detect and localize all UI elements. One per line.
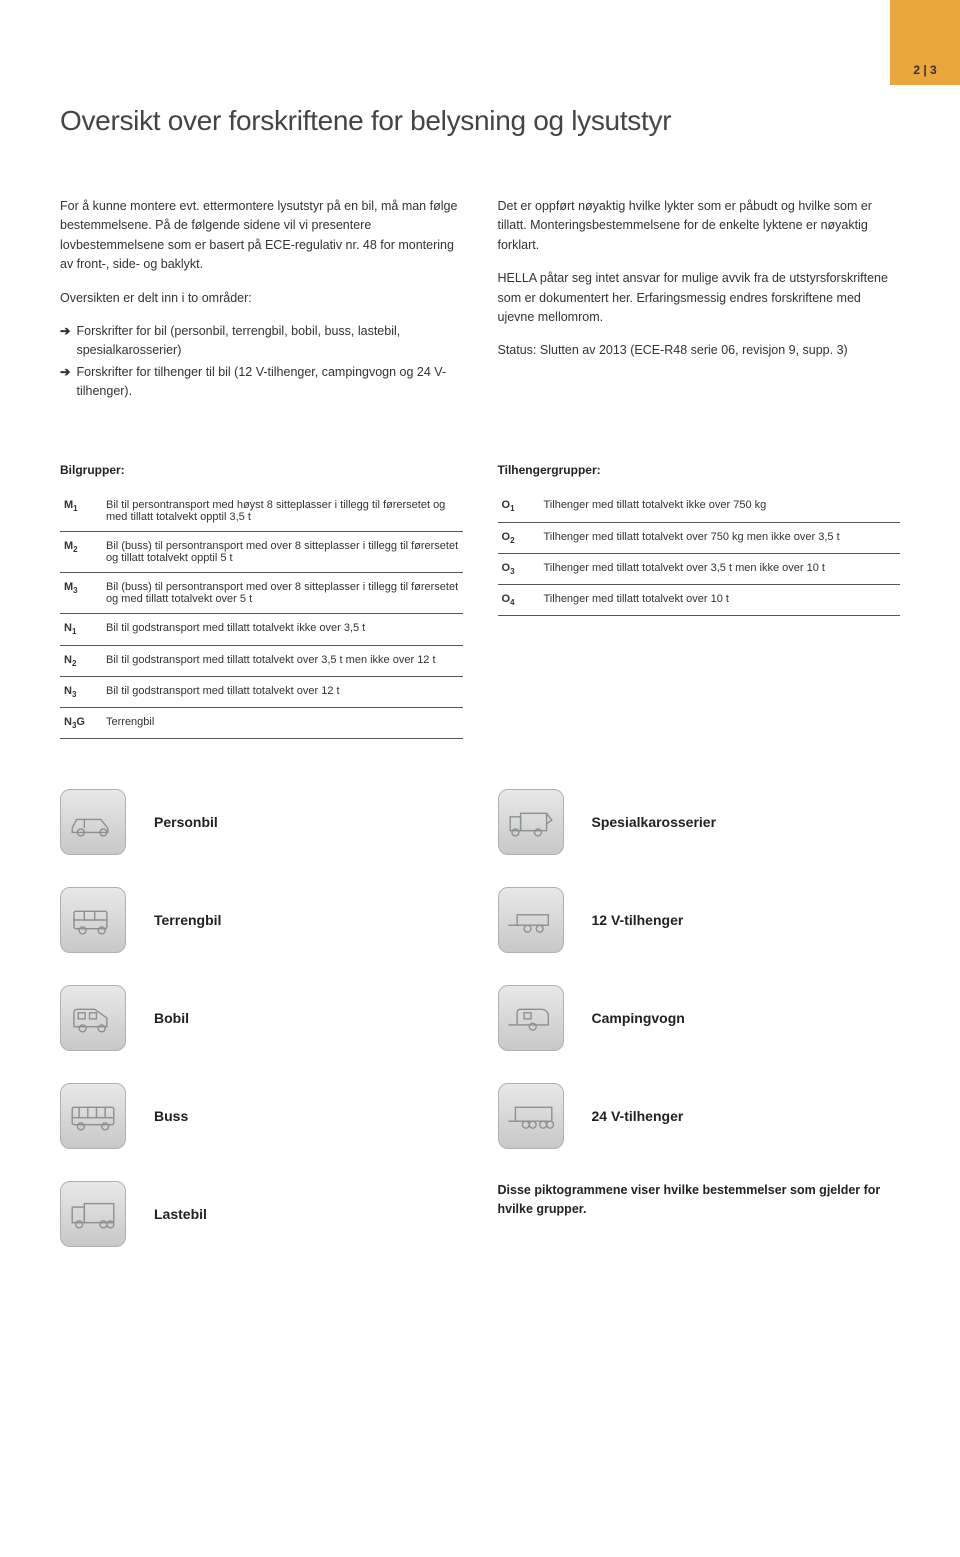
icon-row: 24 V-tilhenger: [498, 1083, 901, 1149]
icon-row: Campingvogn: [498, 985, 901, 1051]
icon-label: 24 V-tilhenger: [592, 1108, 684, 1124]
intro-right: Det er oppført nøyaktig hvilke lykter so…: [498, 197, 901, 403]
code-cell: M3: [60, 573, 102, 614]
camper-icon: [60, 985, 126, 1051]
footnote: Disse piktogrammene viser hvilke bestemm…: [498, 1181, 901, 1219]
icon-label: Spesialkarosserier: [592, 814, 717, 830]
caravan-icon: [498, 985, 564, 1051]
truck-icon: [60, 1181, 126, 1247]
special-icon: [498, 789, 564, 855]
code-cell: N2: [60, 645, 102, 676]
bilgrupper-table: M1Bil til persontransport med høyst 8 si…: [60, 491, 463, 739]
desc-cell: Tilhenger med tillatt totalvekt over 3,5…: [540, 553, 901, 584]
code-cell: M1: [60, 491, 102, 532]
icon-label: Bobil: [154, 1010, 189, 1026]
bullet-item: ➔ Forskrifter for tilhenger til bil (12 …: [60, 363, 463, 402]
icon-label: Terrengbil: [154, 912, 221, 928]
table-row: N2Bil til godstransport med tillatt tota…: [60, 645, 463, 676]
icons-left-col: Personbil Terrengbil Bobil Buss Lastebil: [60, 789, 463, 1279]
desc-cell: Tilhenger med tillatt totalvekt over 10 …: [540, 584, 901, 615]
desc-cell: Bil til godstransport med tillatt totalv…: [102, 614, 463, 645]
suv-icon: [60, 887, 126, 953]
trailer24-icon: [498, 1083, 564, 1149]
intro-left: For å kunne montere evt. ettermontere ly…: [60, 197, 463, 403]
intro-right-p3: Status: Slutten av 2013 (ECE-R48 serie 0…: [498, 341, 901, 360]
table-row: O1Tilhenger med tillatt totalvekt ikke o…: [498, 491, 901, 522]
icon-row: 12 V-tilhenger: [498, 887, 901, 953]
bus-icon: [60, 1083, 126, 1149]
bullet-item: ➔ Forskrifter for bil (personbil, terren…: [60, 322, 463, 361]
tilhengergrupper-table: O1Tilhenger med tillatt totalvekt ikke o…: [498, 491, 901, 616]
icons-section: Personbil Terrengbil Bobil Buss Lastebil Spe…: [60, 789, 900, 1279]
desc-cell: Bil til godstransport med tillatt totalv…: [102, 645, 463, 676]
icon-row: Personbil: [60, 789, 463, 855]
desc-cell: Bil til godstransport med tillatt totalv…: [102, 676, 463, 707]
intro-columns: For å kunne montere evt. ettermontere ly…: [60, 197, 900, 403]
bilgrupper-block: Bilgrupper: M1Bil til persontransport me…: [60, 463, 463, 739]
table-row: M2Bil (buss) til persontransport med ove…: [60, 532, 463, 573]
page-number-tab: 2 | 3: [890, 0, 960, 85]
bullet-list: ➔ Forskrifter for bil (personbil, terren…: [60, 322, 463, 402]
intro-right-p2: HELLA påtar seg intet ansvar for mulige …: [498, 269, 901, 327]
icon-row: Bobil: [60, 985, 463, 1051]
code-cell: N3G: [60, 707, 102, 738]
table-row: M3Bil (buss) til persontransport med ove…: [60, 573, 463, 614]
intro-left-p1: For å kunne montere evt. ettermontere ly…: [60, 197, 463, 275]
code-cell: O3: [498, 553, 540, 584]
icon-label: Personbil: [154, 814, 218, 830]
page-content: Oversikt over forskriftene for belysning…: [0, 0, 960, 1319]
code-cell: O1: [498, 491, 540, 522]
code-cell: N1: [60, 614, 102, 645]
bilgrupper-heading: Bilgrupper:: [60, 463, 463, 477]
code-cell: M2: [60, 532, 102, 573]
table-row: O3Tilhenger med tillatt totalvekt over 3…: [498, 553, 901, 584]
icon-row: Spesialkarosserier: [498, 789, 901, 855]
intro-right-p1: Det er oppført nøyaktig hvilke lykter so…: [498, 197, 901, 255]
icon-label: 12 V-tilhenger: [592, 912, 684, 928]
page-number: 2 | 3: [913, 63, 936, 77]
desc-cell: Terrengbil: [102, 707, 463, 738]
desc-cell: Tilhenger med tillatt totalvekt ikke ove…: [540, 491, 901, 522]
car-icon: [60, 789, 126, 855]
desc-cell: Tilhenger med tillatt totalvekt over 750…: [540, 522, 901, 553]
intro-left-p2: Oversikten er delt inn i to områder:: [60, 289, 463, 308]
desc-cell: Bil (buss) til persontransport med over …: [102, 573, 463, 614]
table-row: M1Bil til persontransport med høyst 8 si…: [60, 491, 463, 532]
icon-label: Lastebil: [154, 1206, 207, 1222]
table-row: O4Tilhenger med tillatt totalvekt over 1…: [498, 584, 901, 615]
tilhengergrupper-heading: Tilhengergrupper:: [498, 463, 901, 477]
bullet-text: Forskrifter for tilhenger til bil (12 V-…: [76, 363, 462, 402]
table-row: N3Bil til godstransport med tillatt tota…: [60, 676, 463, 707]
code-cell: O2: [498, 522, 540, 553]
table-row: O2Tilhenger med tillatt totalvekt over 7…: [498, 522, 901, 553]
arrow-icon: ➔: [60, 322, 70, 341]
arrow-icon: ➔: [60, 363, 70, 382]
icon-label: Campingvogn: [592, 1010, 685, 1026]
tables-row: Bilgrupper: M1Bil til persontransport me…: [60, 463, 900, 739]
desc-cell: Bil (buss) til persontransport med over …: [102, 532, 463, 573]
code-cell: N3: [60, 676, 102, 707]
table-row: N1Bil til godstransport med tillatt tota…: [60, 614, 463, 645]
icon-row: Terrengbil: [60, 887, 463, 953]
table-row: N3GTerrengbil: [60, 707, 463, 738]
code-cell: O4: [498, 584, 540, 615]
desc-cell: Bil til persontransport med høyst 8 sitt…: [102, 491, 463, 532]
bullet-text: Forskrifter for bil (personbil, terrengb…: [76, 322, 462, 361]
icons-right-col: Spesialkarosserier 12 V-tilhenger Campingv…: [498, 789, 901, 1279]
icon-label: Buss: [154, 1108, 188, 1124]
trailer12-icon: [498, 887, 564, 953]
tilhengergrupper-block: Tilhengergrupper: O1Tilhenger med tillat…: [498, 463, 901, 739]
icon-row: Buss: [60, 1083, 463, 1149]
page-title: Oversikt over forskriftene for belysning…: [60, 105, 900, 137]
icon-row: Lastebil: [60, 1181, 463, 1247]
